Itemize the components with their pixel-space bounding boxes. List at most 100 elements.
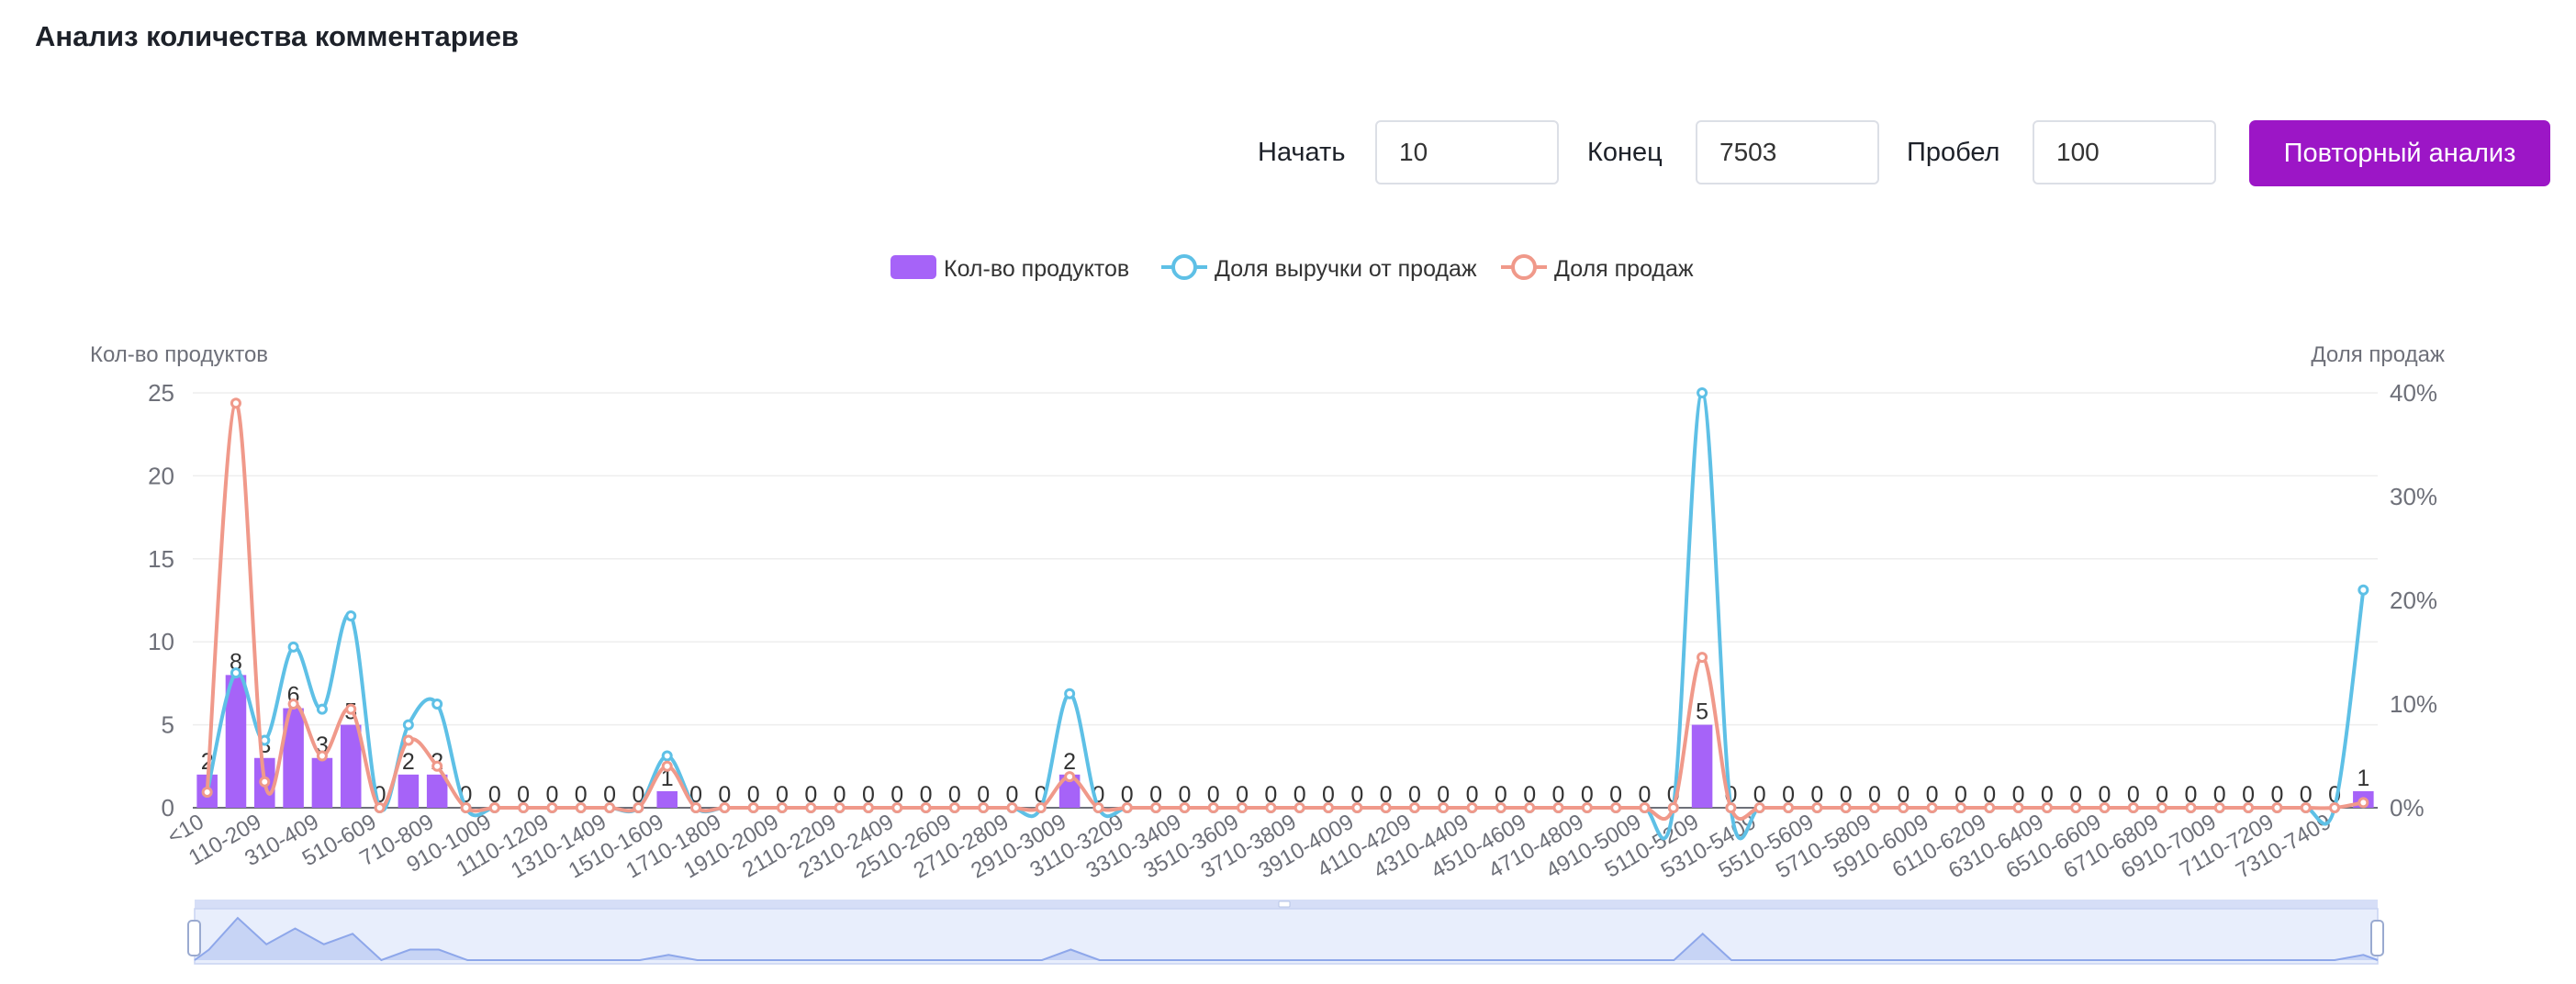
zoom-move-handle[interactable] [1278,900,1291,908]
legend-item-2-label: Доля выручки от продаж [1215,256,1477,282]
sales-share-point [345,703,357,715]
sales-share-point [2358,797,2369,809]
sales-share-point [1697,652,1708,664]
bar-value-label: 0 [1638,782,1651,808]
revenue-share-line [205,390,2366,841]
bar-value-label: 0 [1581,782,1594,808]
sales-share-point [2099,802,2111,813]
revenue-share-point [287,641,299,653]
sales-share-point [1322,802,1334,813]
sales-share-point [1811,802,1823,813]
bar-value-label: 0 [1840,782,1853,808]
bar-value-label: 0 [1236,782,1249,808]
gap-label: Пробел [1907,138,2000,167]
bar [1058,774,1081,808]
sales-share-point [920,802,932,813]
sales-share-point [661,760,673,772]
sales-share-point [1265,802,1277,813]
sales-share-point [1179,802,1191,813]
left-tick-label: 10 [148,628,174,655]
bar-value-label: 0 [2300,782,2313,808]
sales-share-point [2156,802,2168,813]
right-axis-title: Доля продаж [2311,342,2445,367]
left-tick-label: 5 [162,711,174,739]
bar-value-label: 2 [402,749,415,775]
sales-share-point [1639,802,1651,813]
sales-share-point [2271,802,2283,813]
sales-share-point [546,802,558,813]
sales-share-point [978,802,990,813]
bar [340,724,362,808]
sales-share-point [1006,802,1018,813]
right-tick-label: 30% [2390,483,2437,510]
bar-value-label: 0 [1753,782,1766,808]
sales-share-point [1408,802,1420,813]
sales-share-point [1898,802,1910,813]
bar [398,774,420,808]
sales-share-point [1610,802,1622,813]
sales-share-point [488,802,500,813]
zoom-handle-left[interactable] [187,920,201,956]
bar-value-label: 0 [747,782,760,808]
bar-value-label: 0 [1495,782,1507,808]
bar-value-label: 0 [920,782,933,808]
sales-share-point [805,802,817,813]
gap-input[interactable] [2033,120,2216,184]
sales-share-point [1150,802,1162,813]
bar-value-label: 0 [1322,782,1335,808]
bar-value-label: 0 [2069,782,2082,808]
bar-value-label: 0 [2184,782,2197,808]
legend-item-3-label: Доля продаж [1554,256,1694,282]
sales-share-point [1207,802,1219,813]
reanalyze-button[interactable]: Повторный анализ [2249,120,2550,186]
bar-value-label: 5 [1696,699,1708,725]
sales-share-point [891,802,903,813]
sales-share-point [2070,802,2082,813]
sales-share-line [205,401,2364,822]
bar-value-label: 0 [2099,782,2111,808]
end-label: Конец [1587,138,1663,167]
end-input[interactable] [1696,120,1879,184]
sales-share-point [2243,802,2255,813]
left-tick-label: 15 [148,545,174,573]
sales-share-point [1667,802,1679,813]
revenue-share-point [230,667,241,679]
bar-value-label: 0 [1954,782,1967,808]
bar-value-label: 0 [1178,782,1191,808]
bar-value-label: 0 [977,782,990,808]
right-tick-label: 20% [2390,587,2437,614]
sales-share-point [1783,802,1795,813]
bar-value-label: 0 [2156,782,2168,808]
sales-share-point [259,776,271,788]
bar-value-label: 0 [776,782,789,808]
sales-share-point [316,750,328,762]
sales-share-point [1237,802,1249,813]
start-label: Начать [1258,138,1346,167]
bar-value-label: 2 [1063,749,1076,775]
bar [1691,724,1713,808]
zoom-handle-right[interactable] [2370,920,2384,956]
bar-value-label: 1 [661,766,674,791]
bar [283,708,304,808]
sales-share-point [1121,802,1133,813]
bar-value-label: 0 [1149,782,1162,808]
sales-share-point [1380,802,1392,813]
bar-value-label: 0 [517,782,530,808]
revenue-share-point [345,609,357,621]
sales-share-point [575,802,587,813]
bar-value-label: 0 [2213,782,2226,808]
bar-value-label: 0 [1897,782,1910,808]
sales-share-point [1524,802,1536,813]
zoom-slider-window [194,908,2379,965]
sales-share-point [1495,802,1506,813]
sales-share-point [1926,802,1938,813]
revenue-share-point [1697,387,1708,398]
revenue-share-point [661,750,673,762]
sales-share-point [604,802,616,813]
bar-value-label: 1 [2357,766,2369,791]
sales-share-point [402,734,414,746]
bar-value-label: 0 [1466,782,1479,808]
start-input[interactable] [1375,120,1559,184]
sales-share-point [834,802,846,813]
sales-share-point [747,802,759,813]
